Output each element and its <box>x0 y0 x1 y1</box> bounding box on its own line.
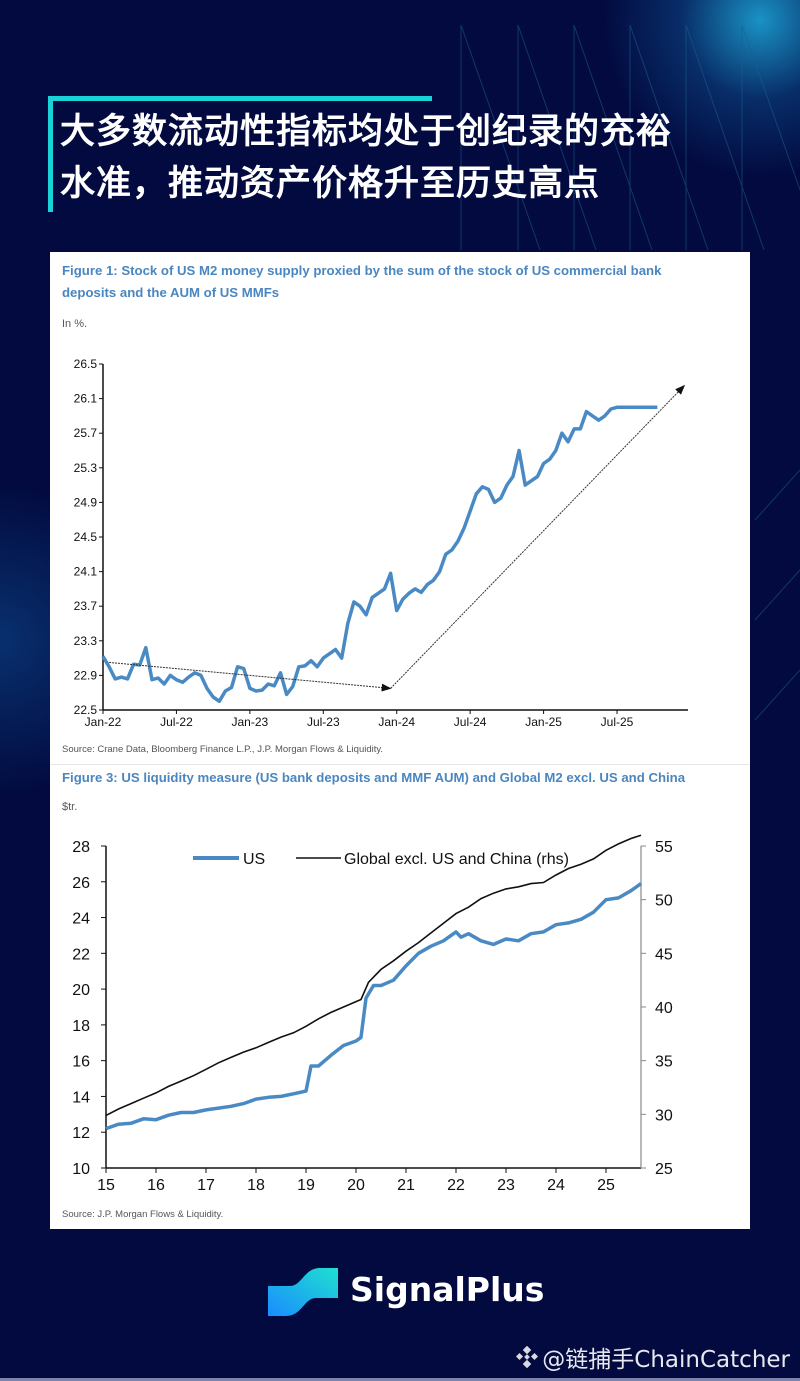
figure3-right-y-tick-label: 55 <box>655 839 673 856</box>
figure1-y-tick-label: 24.5 <box>74 530 98 544</box>
figure1-x-tick-label: Jan-24 <box>378 715 415 729</box>
figure3-left-y-tick-label: 24 <box>72 911 90 928</box>
figure1-y-tick-label: 24.9 <box>74 495 98 509</box>
figure1-y-tick-label: 22.5 <box>74 703 98 717</box>
figure3-left-y-tick-label: 28 <box>72 839 90 856</box>
figure1-title-line-1: Figure 1: Stock of US M2 money supply pr… <box>62 263 662 278</box>
figure3-title: Figure 3: US liquidity measure (US bank … <box>62 770 686 785</box>
figure1-x-tick-label: Jul-22 <box>160 715 193 729</box>
figure3-x-tick-label: 25 <box>597 1177 615 1194</box>
figure3-left-y-tick-label: 10 <box>72 1161 90 1178</box>
figure1-y-tick-label: 25.3 <box>74 461 98 475</box>
figure1-x-tick-label: Jan-25 <box>525 715 562 729</box>
brand-name: SignalPlus <box>350 1270 545 1309</box>
figure1-card: Figure 1: Stock of US M2 money supply pr… <box>50 252 750 764</box>
figure3-x-tick-label: 15 <box>97 1177 115 1194</box>
figure1-x-tick-label: Jul-25 <box>601 715 634 729</box>
figure3-right-y-tick-label: 50 <box>655 893 673 910</box>
legend-global-label: Global excl. US and China (rhs) <box>344 851 569 868</box>
figure3-source: Source: J.P. Morgan Flows & Liquidity. <box>62 1209 224 1220</box>
figure1-title: Figure 1: Stock of US M2 money supply pr… <box>62 260 661 304</box>
figure3-right-y-tick-label: 40 <box>655 1000 673 1017</box>
figure3-right-y-tick-label: 25 <box>655 1161 673 1178</box>
headline-line-1: 大多数流动性指标均处于创纪录的充裕 <box>60 112 673 152</box>
figure3-left-y-tick-label: 16 <box>72 1054 90 1071</box>
bottom-divider <box>0 1378 800 1381</box>
figure3-x-tick-label: 24 <box>547 1177 565 1194</box>
figure3-left-y-tick-label: 18 <box>72 1018 90 1035</box>
figure3-x-tick-label: 16 <box>147 1177 165 1194</box>
figure1-y-tick-label: 25.7 <box>74 426 98 440</box>
figure3-right-y-tick-label: 45 <box>655 946 673 963</box>
headline-accent-top <box>48 96 432 101</box>
figure1-unit: In %. <box>62 318 88 330</box>
figure1-y-tick-label: 23.3 <box>74 634 98 648</box>
figure1-trend-arrow <box>390 384 686 689</box>
figure1-source: Source: Crane Data, Bloomberg Finance L.… <box>62 744 384 755</box>
figure3-x-tick-label: 22 <box>447 1177 465 1194</box>
figure1-y-tick-label: 24.1 <box>74 565 98 579</box>
figure3-card: Figure 3: US liquidity measure (US bank … <box>50 764 750 1229</box>
figure1-x-tick-label: Jul-23 <box>307 715 340 729</box>
figure3-x-tick-label: 17 <box>197 1177 215 1194</box>
figure3-us-line <box>105 882 643 1131</box>
figure1-x-tick-label: Jul-24 <box>454 715 487 729</box>
figure1-chart: 22.5 22.9 23.3 23.7 24.1 24.5 24.9 25.3 25.7 26.1… <box>74 357 688 729</box>
headline-line-2: 水准，推动资产价格升至历史高点 <box>60 164 601 204</box>
figure1-x-tick-label: Jan-23 <box>232 715 269 729</box>
signalplus-logo: SignalPlus <box>268 1262 548 1322</box>
figure3-x-tick-label: 23 <box>497 1177 515 1194</box>
figure3-left-y-tick-label: 22 <box>72 946 90 963</box>
figure1-y-tick-label: 26.1 <box>74 392 98 406</box>
figure3-right-y-tick-label: 35 <box>655 1054 673 1071</box>
figure3-unit: $tr. <box>62 801 78 813</box>
figure3-chart: 10 12 14 16 18 20 22 24 26 28 25 30 35 40 45 50 55 15 16 17… <box>72 834 673 1194</box>
binance-diamond-icon <box>516 1346 539 1368</box>
figure1-us-m2-line <box>101 405 658 704</box>
figure1-y-tick-label: 26.5 <box>74 357 98 371</box>
figure3-left-y-tick-label: 14 <box>72 1089 90 1106</box>
signalplus-logo-icon <box>268 1268 338 1316</box>
watermark: @链捕手ChainCatcher <box>516 1340 790 1374</box>
headline-accent-left <box>48 96 53 212</box>
figure3-global-line <box>105 834 642 1117</box>
figure3-x-tick-label: 19 <box>297 1177 315 1194</box>
figure3-left-y-tick-label: 12 <box>72 1125 90 1142</box>
headline-title: 大多数流动性指标均处于创纪录的充裕 水准，推动资产价格升至历史高点 <box>60 106 672 210</box>
figure3-left-y-tick-label: 20 <box>72 982 90 999</box>
figure1-x-tick-label: Jan-22 <box>85 715 122 729</box>
figure3-x-tick-label: 18 <box>247 1177 265 1194</box>
figure1-y-tick-label: 22.9 <box>74 668 98 682</box>
legend-us-label: US <box>243 851 265 868</box>
figure3-left-y-tick-label: 26 <box>72 875 90 892</box>
figure1-trend-arrow <box>109 661 392 692</box>
figure3-right-y-tick-label: 30 <box>655 1107 673 1124</box>
watermark-text: @链捕手ChainCatcher <box>542 1347 790 1373</box>
figure3-x-tick-label: 21 <box>397 1177 415 1194</box>
figure1-y-tick-label: 23.7 <box>74 599 98 613</box>
figure3-x-tick-label: 20 <box>347 1177 365 1194</box>
figure1-title-line-2: deposits and the AUM of US MMFs <box>62 285 280 300</box>
